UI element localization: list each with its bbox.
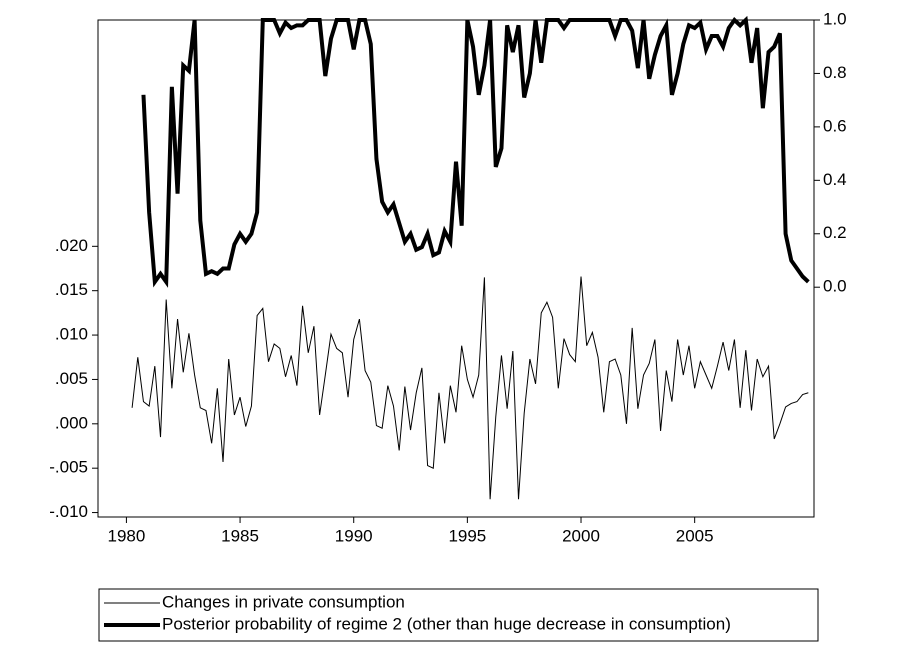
- legend-label: Posterior probability of regime 2 (other…: [162, 614, 731, 633]
- y-tick-label: .010: [55, 325, 88, 344]
- series-line: [141, 15, 810, 288]
- x-tick-label: 1985: [221, 526, 259, 545]
- y2-tick-label: 0.8: [823, 63, 847, 82]
- x-tick-label: 2005: [676, 526, 714, 545]
- y-tick-label: -.010: [49, 502, 88, 521]
- y2-tick-label: 0.2: [823, 223, 847, 242]
- y2-tick-label: 0.4: [823, 170, 847, 189]
- y-tick-label: -.005: [49, 458, 88, 477]
- y2-tick-label: 0.0: [823, 277, 847, 296]
- legend-label: Changes in private consumption: [162, 592, 405, 611]
- series-line: [131, 276, 809, 500]
- x-tick-label: 1980: [107, 526, 145, 545]
- x-tick-label: 2000: [562, 526, 600, 545]
- y-tick-label: .000: [55, 413, 88, 432]
- y-tick-label: .005: [55, 369, 88, 388]
- x-tick-label: 1995: [448, 526, 486, 545]
- y2-tick-label: 1.0: [823, 9, 847, 28]
- x-tick-label: 1990: [335, 526, 373, 545]
- plot-frame: [97, 19, 815, 518]
- y2-tick-label: 0.6: [823, 116, 847, 135]
- legend-box: [98, 588, 819, 642]
- y-tick-label: .015: [55, 280, 88, 299]
- y-tick-label: .020: [55, 236, 88, 255]
